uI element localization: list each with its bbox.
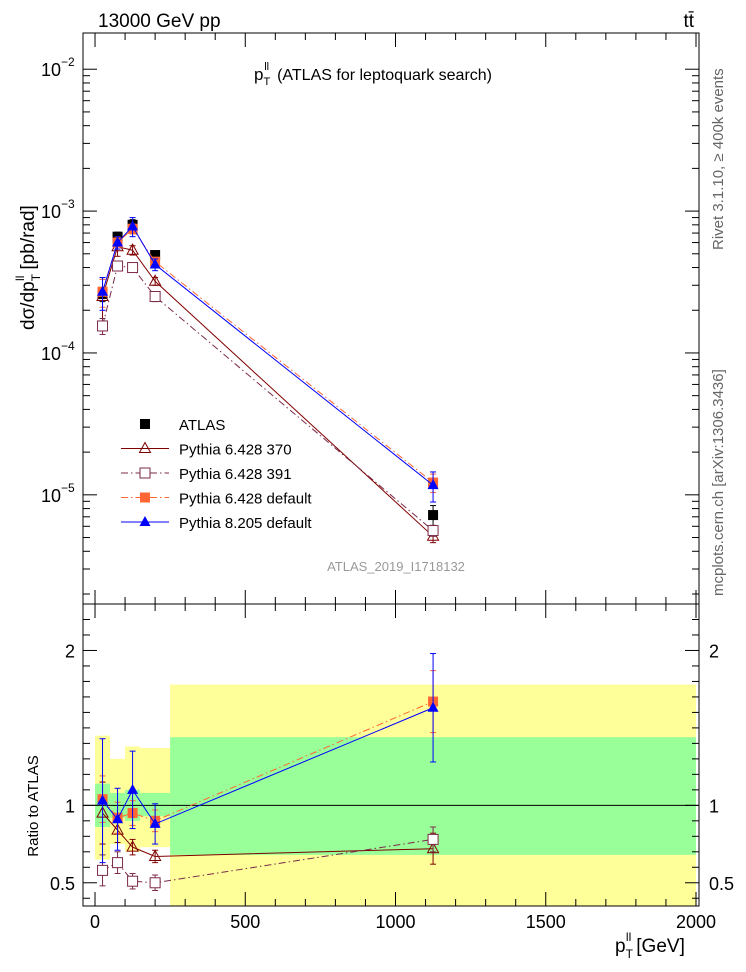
ratio-plot-frame (82, 603, 700, 907)
plot-title-main: p (254, 65, 263, 84)
y-axis-label-sub: T (29, 273, 43, 281)
data-point (149, 258, 161, 269)
mcplots-reference-text: mcplots.cern.ch [arXiv:1306.3436] (710, 369, 727, 596)
x-tick-label: 500 (230, 912, 260, 932)
legend-marker (139, 516, 151, 526)
y-tick-label: 10 (41, 344, 61, 364)
x-tick-label: 1000 (375, 912, 415, 932)
data-point (427, 525, 439, 537)
data-point (148, 274, 162, 286)
ratio-plot-panel: 0.5 0.5 1 1 2 2 0 500 1000 1500 2000 Ratio to ATLA… (25, 603, 734, 961)
legend-label: Pythia 6.428 default (179, 491, 312, 508)
ratio-plot-series (96, 653, 440, 892)
data-point (97, 320, 109, 332)
y-axis-label-suffix: [pb/rad] (18, 205, 39, 269)
header-left: 13000 GeV pp (98, 11, 221, 32)
data-point (112, 236, 124, 247)
data-point (427, 479, 439, 490)
ratio-data-point (149, 817, 161, 828)
legend-label: Pythia 6.428 370 (179, 442, 292, 459)
ratio-data-point (112, 857, 124, 869)
ratio-data-point (112, 813, 124, 824)
plot-title-rest: (ATLAS for leptoquark search) (277, 67, 492, 84)
legend-label: Pythia 6.428 391 (179, 466, 292, 483)
ratio-series-pythia-8-205-default (97, 653, 439, 864)
data-point (127, 220, 139, 231)
ratio-data-point (427, 833, 439, 845)
x-axis-label-suffix: [GeV] (636, 936, 685, 957)
legend-entry: Pythia 6.428 370 (121, 441, 292, 459)
y-tick-label: 10 (41, 486, 61, 506)
ratio-y-tick-label: 1 (65, 796, 75, 816)
ratio-plot-ticks: 0.5 0.5 1 1 2 2 0 500 1000 1500 2000 (50, 604, 734, 932)
main-plot-panel: 10−510−410−310−2 pTll (ATLAS for leptoqua… (13, 32, 700, 605)
legend-label: Pythia 8.205 default (179, 515, 312, 532)
legend-entry: Pythia 8.205 default (121, 515, 312, 532)
data-point (149, 290, 161, 302)
ratio-data-point (97, 794, 109, 805)
plot-title: pTll (ATLAS for leptoquark search) (254, 61, 492, 88)
x-axis-label-main: p (615, 936, 626, 957)
legend-marker (140, 419, 150, 429)
series-pythia-6-428-391 (97, 260, 439, 537)
ratio-y-tick-label: 2 (65, 641, 75, 661)
x-tick-label: 0 (90, 912, 100, 932)
ratio-y-tick-label: 0.5 (50, 874, 75, 894)
y-tick-label-exponent: −2 (61, 55, 75, 69)
ratio-y-tick-label-right: 1 (709, 796, 719, 816)
legend-entry: Pythia 6.428 default (121, 491, 312, 508)
ratio-data-point (148, 849, 162, 861)
plot-title-sup: ll (264, 61, 269, 73)
ratio-y-tick-label-right: 2 (709, 641, 719, 661)
y-tick-label-exponent: −4 (61, 339, 75, 353)
ratio-data-point (426, 841, 440, 854)
analysis-label: ATLAS_2019_I1718132 (327, 559, 465, 574)
header-right: tt̄ (683, 11, 694, 32)
data-point (127, 262, 139, 274)
plot-title-sub: T (263, 76, 270, 88)
y-tick-label-exponent: −5 (61, 481, 75, 495)
main-plot-ticks: 10−510−410−310−2 (41, 33, 699, 604)
y-axis-label-sup: ll (13, 276, 27, 281)
legend-entry: Pythia 6.428 391 (121, 466, 292, 483)
main-plot-series (96, 217, 440, 544)
y-axis-label: dσ/dpTll [pb/rad] (13, 205, 43, 330)
legend-entry: ATLAS (140, 417, 225, 434)
ratio-data-point (427, 701, 439, 712)
series-pythia-8-205-default (97, 217, 439, 503)
ratio-data-point (97, 864, 109, 876)
legend: ATLAS Pythia 6.428 370 Pythia 6.428 391 Pyt… (121, 417, 312, 532)
ratio-y-tick-label-right: 0.5 (709, 874, 734, 894)
legend-marker (138, 441, 152, 453)
data-point (126, 243, 139, 255)
x-axis-label: pTll [GeV] (615, 930, 685, 961)
ratio-data-point (127, 875, 139, 887)
main-plot-frame (82, 32, 700, 605)
data-point (112, 260, 124, 272)
x-tick-label: 1500 (526, 912, 566, 932)
y-tick-label: 10 (41, 202, 61, 222)
x-axis-label-sub: T (626, 947, 634, 961)
ratio-data-point (149, 877, 161, 889)
legend-label: ATLAS (179, 417, 225, 434)
x-axis-label-sup: ll (626, 930, 631, 944)
x-tick-label: 2000 (676, 912, 716, 932)
y-tick-label-exponent: −3 (61, 197, 75, 211)
legend-marker (140, 492, 150, 503)
y-axis-label-prefix: dσ/dp (18, 281, 39, 330)
legend-marker (139, 467, 151, 479)
data-point (428, 510, 439, 521)
ratio-y-axis-label: Ratio to ATLAS (25, 755, 42, 856)
data-point (150, 250, 161, 261)
ratio-data-point (127, 783, 139, 794)
data-point (97, 285, 109, 296)
rivet-version-text: Rivet 3.1.10, ≥ 400k events (710, 68, 727, 250)
ratio-data-point (126, 840, 139, 852)
y-tick-label: 10 (41, 60, 61, 80)
